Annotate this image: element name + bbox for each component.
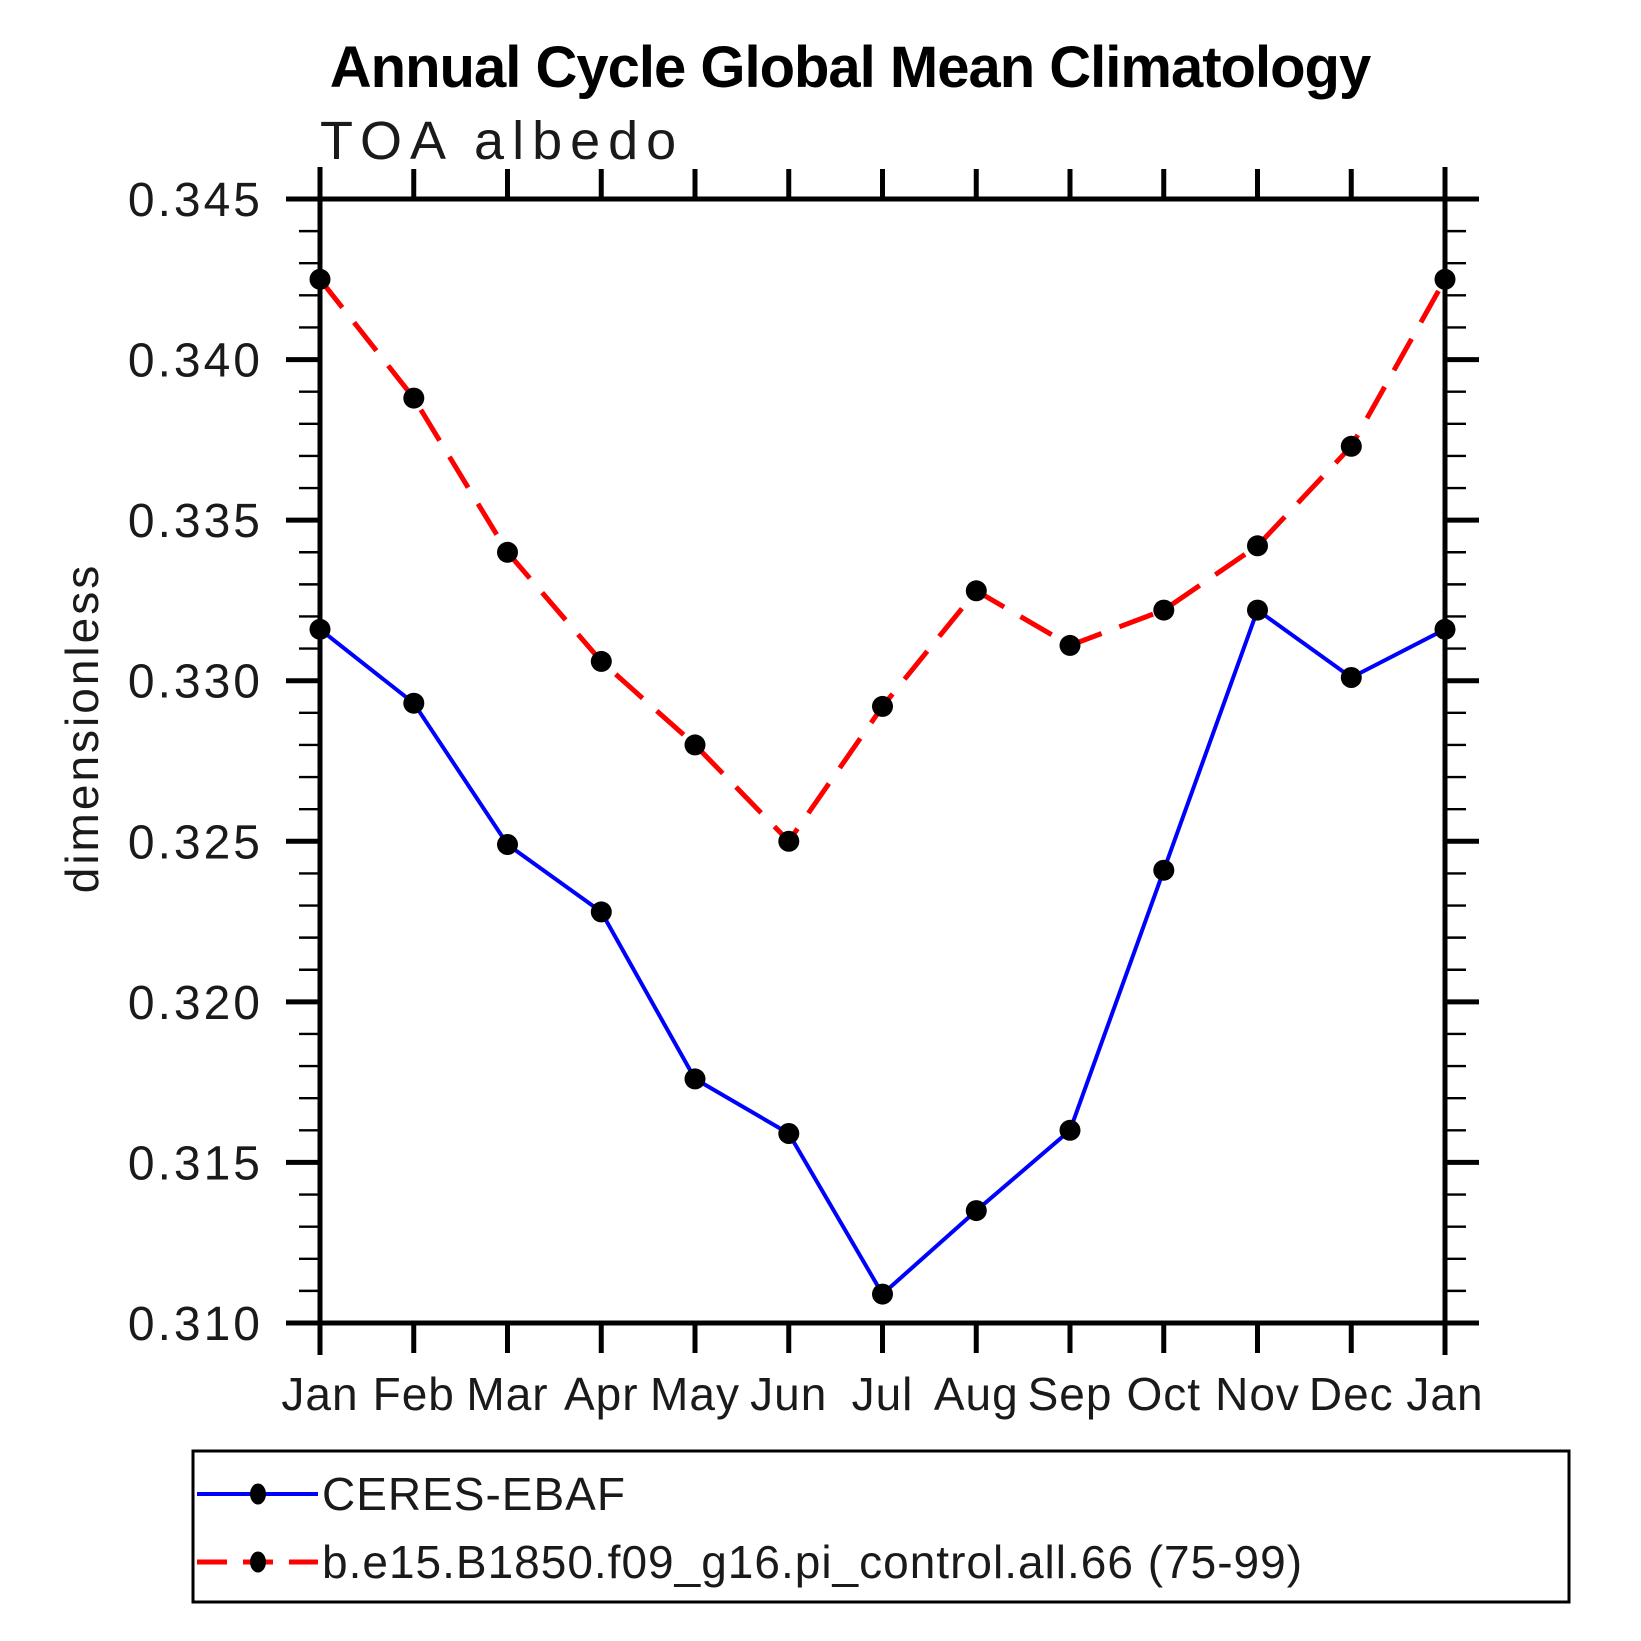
x-tick-label: Sep <box>1028 1368 1113 1420</box>
y-tick-label: 0.320 <box>128 977 263 1030</box>
legend-marker-ceres <box>250 1483 266 1505</box>
x-tick-label: Jan <box>281 1368 358 1420</box>
y-tick-label: 0.325 <box>128 816 263 869</box>
series-marker-1-jul-6 <box>872 695 893 717</box>
y-tick-label: 0.340 <box>128 335 263 388</box>
legend-box <box>191 1449 1571 1604</box>
y-tick-label: 0.330 <box>128 656 263 709</box>
x-tick-label: Feb <box>373 1368 455 1420</box>
series-line-1 <box>318 277 1448 844</box>
series-marker-0-aug-7 <box>965 1200 987 1222</box>
series-marker-1-sep-8 <box>1059 634 1081 656</box>
series-marker-0-jun-5 <box>778 1123 800 1144</box>
series-marker-1-mar-2 <box>497 541 518 563</box>
x-tick-label: Jan <box>1406 1368 1483 1420</box>
chart-subtitle: TOA albedo <box>320 111 685 171</box>
series-marker-1-oct-9 <box>1153 599 1175 621</box>
x-tick-label: May <box>650 1368 740 1420</box>
y-tick-label: 0.335 <box>128 495 263 548</box>
series-marker-0-nov-10 <box>1247 599 1268 621</box>
series-marker-0-jan-12 <box>1434 618 1456 640</box>
series-marker-0-dec-11 <box>1340 667 1362 688</box>
x-tick-label: Jun <box>750 1368 827 1420</box>
x-tick-label: Oct <box>1126 1368 1201 1420</box>
y-tick-label: 0.315 <box>128 1137 263 1190</box>
series-marker-0-mar-2 <box>497 834 518 855</box>
series-marker-1-aug-7 <box>965 580 987 602</box>
x-tick-label: Dec <box>1309 1368 1394 1420</box>
legend-label-ceres: CERES-EBAF <box>322 1468 626 1520</box>
series-marker-1-jan-0 <box>309 268 331 290</box>
x-tick-label: Apr <box>564 1368 639 1420</box>
series-marker-1-dec-11 <box>1340 435 1362 457</box>
series-marker-1-apr-3 <box>590 650 612 672</box>
series-marker-0-feb-1 <box>403 692 425 714</box>
series-marker-0-apr-3 <box>590 901 612 923</box>
x-tick-label: Nov <box>1215 1368 1300 1420</box>
series-marker-0-sep-8 <box>1059 1119 1081 1141</box>
series-marker-1-nov-10 <box>1247 535 1268 557</box>
series-marker-0-oct-9 <box>1153 859 1175 881</box>
y-tick-label: 0.310 <box>128 1298 263 1351</box>
x-tick-label: Jul <box>852 1368 914 1420</box>
y-axis-label: dimensionless <box>56 562 108 894</box>
series-marker-1-may-4 <box>684 734 706 756</box>
x-tick-label: Mar <box>466 1368 548 1420</box>
legend-label-model: b.e15.B1850.f09_g16.pi_control.all.66 (7… <box>322 1536 1303 1588</box>
series-marker-1-jun-5 <box>778 830 800 852</box>
chart-title: Annual Cycle Global Mean Climatology <box>329 35 1371 100</box>
series-marker-1-feb-1 <box>403 387 425 409</box>
series-marker-0-may-4 <box>684 1068 706 1090</box>
axes-layer: 0.345 0.340 0.335 0.330 0.325 0.320 0.315 0.310… <box>128 167 1483 1420</box>
series-marker-1-jan-12 <box>1434 268 1456 290</box>
series-marker-0-jul-6 <box>872 1283 893 1305</box>
x-tick-label: Aug <box>934 1368 1019 1420</box>
y-tick-label: 0.345 <box>128 174 263 227</box>
series-marker-0-jan-0 <box>309 618 331 640</box>
legend: CERES-EBAF b.e15.B1850.f09_g16.pi_contro… <box>191 1449 1571 1604</box>
legend-marker-model <box>250 1551 266 1573</box>
series-layer <box>309 268 1456 1305</box>
